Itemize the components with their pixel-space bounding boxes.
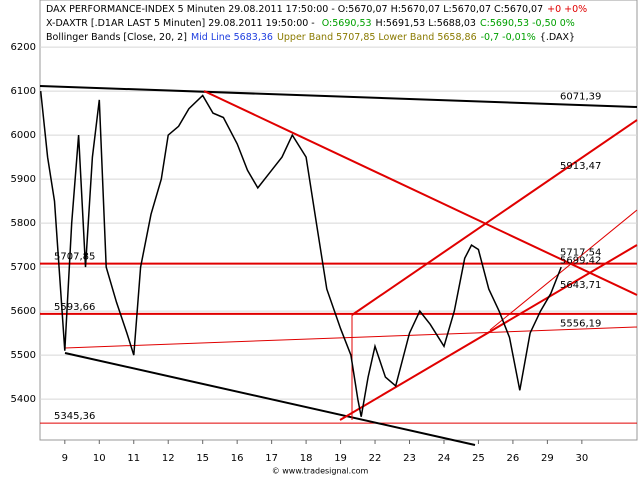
trendline xyxy=(64,326,638,349)
plot-area xyxy=(39,0,638,441)
level-label: 5707,85 xyxy=(54,252,95,263)
trendline xyxy=(489,209,638,331)
x-tick-label: 11 xyxy=(127,453,140,464)
x-tick-label: 19 xyxy=(334,453,347,464)
x-tick-label: 12 xyxy=(162,453,175,464)
y-tick-label: 5700 xyxy=(11,262,36,273)
x-tick-label: 15 xyxy=(196,453,209,464)
y-tick-label: 5400 xyxy=(11,394,36,405)
y-tick-label: 5500 xyxy=(11,350,36,361)
x-tick-label: 10 xyxy=(93,453,106,464)
x-tick-label: 24 xyxy=(438,453,451,464)
y-tick-label: 6200 xyxy=(11,42,36,53)
annotation-label: 5913,47 xyxy=(560,161,601,172)
trendline xyxy=(39,85,638,108)
legend-text: O:5690,53 xyxy=(322,18,372,29)
x-tick-label: 9 xyxy=(62,453,68,464)
legend-text: Bollinger Bands [Close, 20, 2] xyxy=(46,32,187,43)
y-tick-label: 5600 xyxy=(11,306,36,317)
x-tick-label: 25 xyxy=(472,453,485,464)
legend-text: C:5690,53 -0,50 0% xyxy=(480,18,575,29)
level-label: 5593,66 xyxy=(54,302,95,313)
legend-text: Upper Band 5707,85 Lower Band 5658,86 xyxy=(277,32,477,43)
x-tick-label: 22 xyxy=(369,453,382,464)
legend-entry: DAX PERFORMANCE-INDEX 5 Minuten 29.08.20… xyxy=(46,4,587,15)
legend-text: X-DAXTR [.D1AR LAST 5 Minuten] 29.08.201… xyxy=(46,18,318,29)
annotation-label: 5556,19 xyxy=(560,318,601,329)
annotation-label: 5717,54 xyxy=(560,247,601,258)
annotation-label: 5643,71 xyxy=(560,280,601,291)
legend-text: Mid Line 5683,36 xyxy=(191,32,273,43)
trendline xyxy=(351,119,638,316)
x-tick-label: 26 xyxy=(507,453,520,464)
y-tick-label: 5900 xyxy=(11,174,36,185)
legend-entry: Bollinger Bands [Close, 20, 2] Mid Line 5… xyxy=(46,32,575,43)
annotation-label: 5699,42 xyxy=(560,255,601,266)
price-line xyxy=(39,91,562,417)
legend-text: +0 +0% xyxy=(547,4,587,15)
x-tick-label: 17 xyxy=(265,453,278,464)
level-label: 5345,36 xyxy=(54,411,95,422)
legend-text: -0,7 -0,01% xyxy=(481,32,536,43)
footer: © www.tradesignal.com xyxy=(272,467,369,476)
trendline xyxy=(203,90,638,296)
x-tick-label: 30 xyxy=(575,453,588,464)
y-tick-label: 5800 xyxy=(11,218,36,229)
x-tick-label: 18 xyxy=(300,453,313,464)
trendline xyxy=(64,352,476,446)
x-tick-label: 16 xyxy=(231,453,244,464)
legend-entry: X-DAXTR [.D1AR LAST 5 Minuten] 29.08.201… xyxy=(46,18,575,29)
legend-text: {.DAX} xyxy=(540,32,575,43)
trendlines xyxy=(39,85,638,446)
y-tick-label: 6000 xyxy=(11,130,36,141)
annotation-label: 6071,39 xyxy=(560,92,601,103)
x-tick-label: 23 xyxy=(403,453,416,464)
y-tick-label: 6100 xyxy=(11,86,36,97)
legend-text: H:5691,53 L:5688,03 xyxy=(376,18,476,29)
legend-text: DAX PERFORMANCE-INDEX 5 Minuten 29.08.20… xyxy=(46,4,543,15)
x-tick-label: 29 xyxy=(541,453,554,464)
